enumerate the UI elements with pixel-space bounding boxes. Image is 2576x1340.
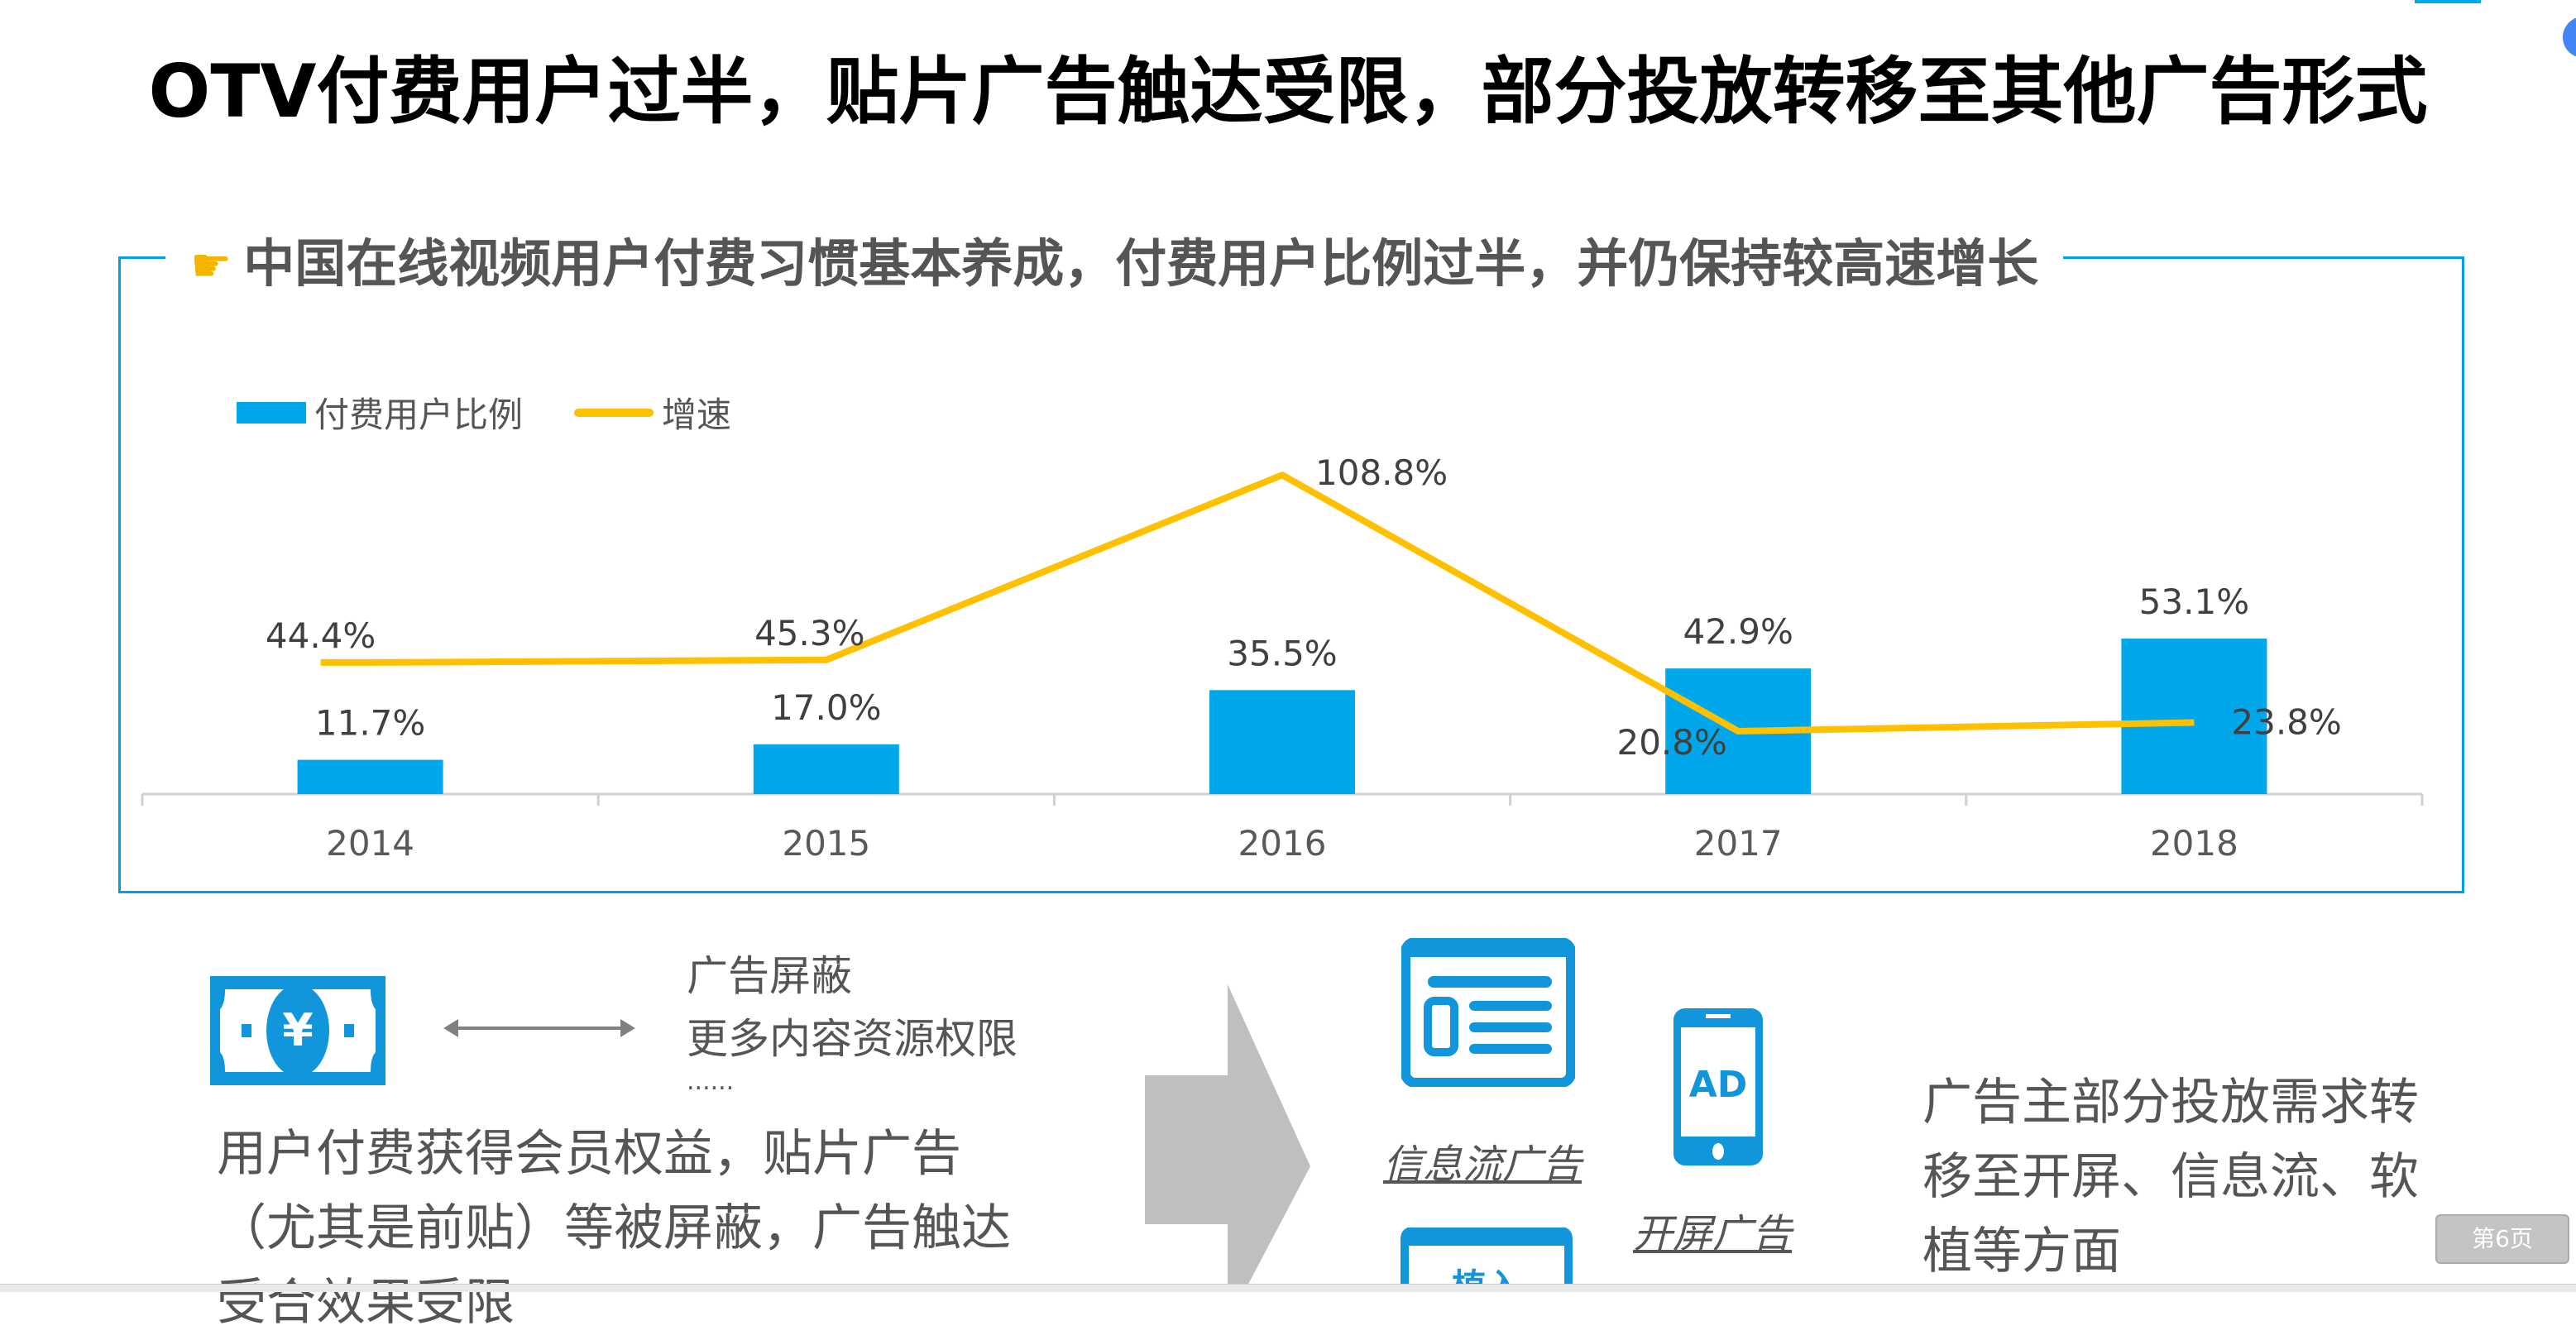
- double-arrow-icon: [443, 1019, 635, 1037]
- chart-svg: 11.7% 2014 17.0% 2015 35.5% 2016 42.9% 2017 53.1…: [141, 452, 2424, 864]
- chart-subtitle: ☛ 中国在线视频用户付费习惯基本养成，付费用户比例过半，并仍保持较高速增长: [165, 222, 2064, 296]
- growth-label-2018: 23.8%: [2231, 701, 2341, 742]
- growth-label-2017: 20.8%: [1616, 722, 1726, 763]
- right-paragraph: 广告主部分投放需求转 移至开屏、信息流、软 植等方面: [1922, 1065, 2419, 1289]
- bar-2016: [1209, 690, 1355, 794]
- news-feed-icon: [1401, 938, 1575, 1087]
- page-number-badge[interactable]: 第6页: [2435, 1214, 2569, 1264]
- big-right-arrow-icon: [1145, 984, 1310, 1292]
- right-paragraph-line: 植等方面: [1922, 1223, 2121, 1280]
- x-tick-label-2016: 2016: [1238, 823, 1327, 864]
- bar-label-2016: 35.5%: [1227, 633, 1337, 673]
- legend-bar-swatch: [237, 401, 306, 424]
- bar-label-2015: 17.0%: [771, 687, 881, 728]
- right-paragraph-line: 移至开屏、信息流、软: [1922, 1148, 2419, 1206]
- subtitle-text: 中国在线视频用户付费习惯基本养成，付费用户比例过半，并仍保持较高速增长: [243, 233, 2039, 294]
- legend-line-swatch: [574, 408, 654, 417]
- top-accent-bar: [2415, 0, 2481, 3]
- feed-ad-link[interactable]: 信息流广告: [1383, 1141, 1582, 1188]
- left-paragraph-line: （尤其是前贴）等被屏蔽，广告触达: [217, 1199, 1011, 1257]
- bottom-scrollbar[interactable]: [0, 1284, 2576, 1292]
- bar-2015: [753, 744, 899, 794]
- growth-label-2014: 44.4%: [266, 615, 376, 656]
- bar-label-2017: 42.9%: [1683, 611, 1793, 652]
- page-title: OTV付费用户过半，贴片广告触达受限，部分投放转移至其他广告形式: [148, 49, 2428, 134]
- legend-bar-label: 付费用户比例: [314, 395, 524, 435]
- x-tick-label-2015: 2015: [782, 823, 870, 864]
- legend-bar: 付费用户比例: [237, 387, 523, 438]
- splash-ad-link[interactable]: 开屏广告: [1633, 1211, 1793, 1257]
- right-paragraph-line: 广告主部分投放需求转: [1922, 1074, 2419, 1132]
- bar-2018: [2121, 639, 2267, 794]
- embed-ad-icon: 植入: [1401, 1228, 1573, 1292]
- x-tick-label-2014: 2014: [326, 823, 414, 864]
- growth-line: [320, 471, 2195, 735]
- growth-label-2015: 45.3%: [754, 613, 864, 653]
- benefit-ellipsis: ......: [687, 1067, 735, 1096]
- x-tick-label-2017: 2017: [1694, 823, 1783, 864]
- x-tick-label-2018: 2018: [2150, 823, 2238, 864]
- ad-icon-text: AD: [1689, 1064, 1748, 1106]
- left-paragraph-line: 用户付费获得会员权益，贴片广告: [217, 1125, 961, 1183]
- phone-ad-icon: AD: [1673, 1008, 1763, 1165]
- benefit-more-content: 更多内容资源权限: [687, 1015, 1017, 1063]
- bar-label-2014: 11.7%: [315, 703, 425, 744]
- pointing-hand-icon: ☛: [190, 239, 232, 293]
- bar-2014: [297, 759, 443, 794]
- svg-text:¥: ¥: [282, 1004, 314, 1056]
- left-paragraph: 用户付费获得会员权益，贴片广告 （尤其是前贴）等被屏蔽，广告触达 受合效果受限: [217, 1117, 1011, 1340]
- benefit-ad-block: 广告屏蔽: [687, 952, 852, 1000]
- left-paragraph-line: 受合效果受限: [217, 1274, 515, 1332]
- user-avatar[interactable]: [2563, 17, 2576, 58]
- money-yen-icon: ¥: [210, 976, 385, 1085]
- bar-label-2018: 53.1%: [2139, 581, 2249, 622]
- legend-line-label: 增速: [662, 395, 732, 435]
- growth-label-2016: 108.8%: [1315, 452, 1448, 493]
- legend-line: 增速: [574, 387, 731, 438]
